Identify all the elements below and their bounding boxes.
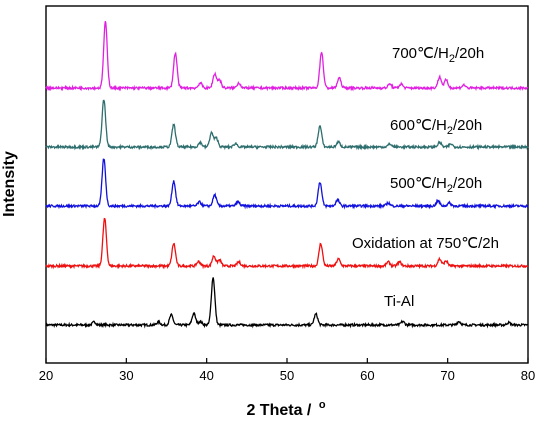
series-label-part: Ti-Al bbox=[384, 293, 414, 310]
x-axis-title-text: 2 Theta / bbox=[246, 402, 311, 419]
series-label-part: 2 bbox=[449, 53, 455, 65]
series-label: Oxidation at 750℃/2h bbox=[352, 235, 499, 252]
series-line bbox=[45, 99, 529, 151]
series-label-part: 2 bbox=[447, 125, 453, 137]
series-label: 700℃/H2/20h bbox=[392, 45, 484, 65]
x-tick-label: 20 bbox=[39, 368, 53, 383]
series-label-part: 600℃/H bbox=[390, 117, 447, 134]
series-label-part: /20h bbox=[453, 175, 482, 192]
series-line bbox=[45, 158, 529, 210]
x-tick-label: 50 bbox=[280, 368, 294, 383]
series-label-part: 700℃/H bbox=[392, 45, 449, 62]
series-line bbox=[45, 21, 529, 92]
x-tick-label: 30 bbox=[119, 368, 133, 383]
series-line bbox=[45, 277, 529, 329]
x-tick-label: 80 bbox=[521, 368, 535, 383]
x-ticks: 20 30 40 50 60 70 80 bbox=[39, 358, 535, 383]
series-label: 500℃/H2/20h bbox=[390, 175, 482, 195]
series-label-part: /20h bbox=[455, 45, 484, 62]
series-label: Ti-Al bbox=[384, 293, 414, 310]
x-axis-title: 2 Theta / o bbox=[246, 399, 325, 419]
series-label-part: 2 bbox=[447, 183, 453, 195]
series-label-part: 500℃/H bbox=[390, 175, 447, 192]
x-tick-label: 40 bbox=[199, 368, 213, 383]
series-label-part: Oxidation at 750℃/2h bbox=[352, 235, 499, 252]
x-tick-label: 70 bbox=[440, 368, 454, 383]
x-axis-title-unit: o bbox=[319, 399, 326, 411]
y-axis-title: Intensity bbox=[1, 151, 18, 217]
series-label: 600℃/H2/20h bbox=[390, 117, 482, 137]
x-tick-label: 60 bbox=[360, 368, 374, 383]
series-line bbox=[45, 217, 529, 270]
series-label-part: /20h bbox=[453, 117, 482, 134]
series-layer bbox=[45, 21, 529, 329]
